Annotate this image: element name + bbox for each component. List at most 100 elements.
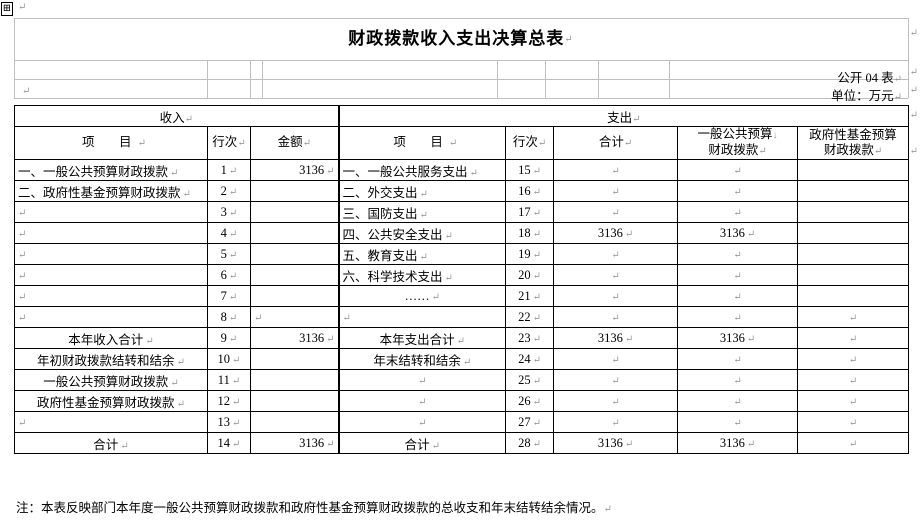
cell-exp-fund-budget[interactable]: ↵ [797,369,910,391]
cell-exp-rowno[interactable]: 27 ↵ [505,411,555,433]
cell-exp-fund-budget[interactable]: ↵ [797,432,910,454]
cell-income-item[interactable]: 政府性基金预算财政拨款 ↵ [14,390,208,412]
cell-exp-general-budget[interactable]: ↵ [677,180,799,202]
cell-exp-item[interactable]: 五、教育支出 ↵ [337,243,507,265]
cell-income-item[interactable]: 本年收入合计 ↵ [14,327,208,349]
cell-exp-total[interactable]: 3136 ↵ [553,327,679,349]
cell-income-rowno[interactable]: 13 ↵ [207,411,251,433]
cell-exp-rowno[interactable]: 23 ↵ [505,327,555,349]
cell-exp-general-budget[interactable]: 3136 ↵ [677,432,799,454]
cell-exp-total[interactable]: ↵ [553,390,679,412]
cell-exp-item[interactable]: 三、国防支出 ↵ [337,201,507,223]
cell-income-amount[interactable] [249,180,340,202]
cell-exp-total[interactable]: ↵ [553,159,679,181]
cell-exp-general-budget[interactable]: ↵ [677,390,799,412]
cell-exp-rowno[interactable]: 18 ↵ [505,222,555,244]
cell-exp-item[interactable]: 年末结转和结余 ↵ [337,348,507,370]
cell-exp-fund-budget[interactable] [797,243,910,265]
cell-income-rowno[interactable]: 8 ↵ [207,306,251,328]
cell-income-rowno[interactable]: 12 ↵ [207,390,251,412]
cell-income-rowno[interactable]: 4 ↵ [207,222,251,244]
cell-exp-fund-budget[interactable] [797,222,910,244]
cell-income-rowno[interactable]: 14 ↵ [207,432,251,454]
cell-income-amount[interactable]: 3136 ↵ [249,327,340,349]
cell-exp-item[interactable]: 本年支出合计 ↵ [337,327,507,349]
cell-exp-fund-budget[interactable] [797,201,910,223]
cell-exp-rowno[interactable]: 24 ↵ [505,348,555,370]
cell-exp-rowno[interactable]: 16 ↵ [505,180,555,202]
cell-income-item[interactable]: ↵ [14,411,208,433]
cell-income-amount[interactable]: 3136 ↵ [249,432,340,454]
cell-exp-fund-budget[interactable]: ↵ [797,306,910,328]
cell-exp-general-budget[interactable]: ↵ [677,159,799,181]
cell-exp-total[interactable]: ↵ [553,180,679,202]
cell-income-amount[interactable] [249,285,340,307]
cell-exp-rowno[interactable]: 25 ↵ [505,369,555,391]
cell-exp-rowno[interactable]: 20 ↵ [505,264,555,286]
cell-exp-rowno[interactable]: 19 ↵ [505,243,555,265]
cell-exp-item[interactable]: 合计 ↵ [337,432,507,454]
cell-exp-fund-budget[interactable] [797,264,910,286]
cell-exp-general-budget[interactable]: 3136 ↵ [677,327,799,349]
cell-exp-rowno[interactable]: 28 ↵ [505,432,555,454]
cell-exp-general-budget[interactable]: ↵ [677,264,799,286]
cell-income-amount[interactable] [249,348,340,370]
cell-exp-item[interactable]: 六、科学技术支出 ↵ [337,264,507,286]
cell-income-amount[interactable] [249,411,340,433]
cell-exp-item[interactable]: 一、一般公共服务支出 ↵ [337,159,507,181]
cell-exp-item[interactable]: 二、外交支出 ↵ [337,180,507,202]
cell-income-amount[interactable]: ↵ [249,306,340,328]
cell-income-amount[interactable] [249,369,340,391]
cell-income-amount[interactable] [249,264,340,286]
cell-exp-general-budget[interactable]: ↵ [677,306,799,328]
cell-exp-fund-budget[interactable]: ↵ [797,348,910,370]
cell-income-item[interactable]: 一般公共预算财政拨款 ↵ [14,369,208,391]
cell-exp-total[interactable]: ↵ [553,201,679,223]
cell-income-item[interactable]: 年初财政拨款结转和结余 ↵ [14,348,208,370]
cell-exp-item[interactable]: …… ↵ [337,285,507,307]
cell-income-item[interactable]: ↵ [14,285,208,307]
cell-income-rowno[interactable]: 9 ↵ [207,327,251,349]
cell-income-amount[interactable] [249,243,340,265]
cell-exp-general-budget[interactable]: ↵ [677,243,799,265]
cell-exp-fund-budget[interactable]: ↵ [797,390,910,412]
cell-exp-general-budget[interactable]: ↵ [677,201,799,223]
table-move-handle-icon[interactable]: ⊞ [1,2,13,16]
cell-income-item[interactable]: ↵ [14,201,208,223]
cell-exp-total[interactable]: ↵ [553,411,679,433]
cell-income-rowno[interactable]: 2 ↵ [207,180,251,202]
cell-exp-total[interactable]: ↵ [553,306,679,328]
cell-income-amount[interactable] [249,390,340,412]
cell-income-rowno[interactable]: 3 ↵ [207,201,251,223]
cell-income-rowno[interactable]: 6 ↵ [207,264,251,286]
cell-exp-fund-budget[interactable] [797,285,910,307]
cell-income-rowno[interactable]: 5 ↵ [207,243,251,265]
cell-income-rowno[interactable]: 7 ↵ [207,285,251,307]
cell-exp-rowno[interactable]: 21 ↵ [505,285,555,307]
cell-exp-total[interactable]: ↵ [553,348,679,370]
cell-exp-rowno[interactable]: 26 ↵ [505,390,555,412]
cell-income-item[interactable]: 二、政府性基金预算财政拨款 ↵ [14,180,208,202]
cell-exp-rowno[interactable]: 17 ↵ [505,201,555,223]
cell-exp-general-budget[interactable]: ↵ [677,348,799,370]
cell-income-amount[interactable]: 3136 ↵ [249,159,340,181]
cell-exp-total[interactable]: ↵ [553,369,679,391]
cell-income-item[interactable]: 合计 ↵ [14,432,208,454]
cell-exp-rowno[interactable]: 22 ↵ [505,306,555,328]
cell-exp-total[interactable]: 3136 ↵ [553,432,679,454]
cell-exp-item[interactable]: ↵ [337,390,507,412]
cell-exp-rowno[interactable]: 15 ↵ [505,159,555,181]
cell-exp-total[interactable]: ↵ [553,264,679,286]
cell-exp-total[interactable]: ↵ [553,243,679,265]
cell-income-rowno[interactable]: 10 ↵ [207,348,251,370]
cell-income-item[interactable]: ↵ [14,243,208,265]
cell-income-amount[interactable] [249,222,340,244]
cell-exp-fund-budget[interactable]: ↵ [797,411,910,433]
cell-exp-general-budget[interactable]: ↵ [677,411,799,433]
cell-exp-total[interactable]: ↵ [553,285,679,307]
cell-income-amount[interactable] [249,201,340,223]
cell-income-rowno[interactable]: 1 ↵ [207,159,251,181]
cell-exp-general-budget[interactable]: ↵ [677,285,799,307]
cell-income-item[interactable]: ↵ [14,222,208,244]
cell-income-rowno[interactable]: 11 ↵ [207,369,251,391]
